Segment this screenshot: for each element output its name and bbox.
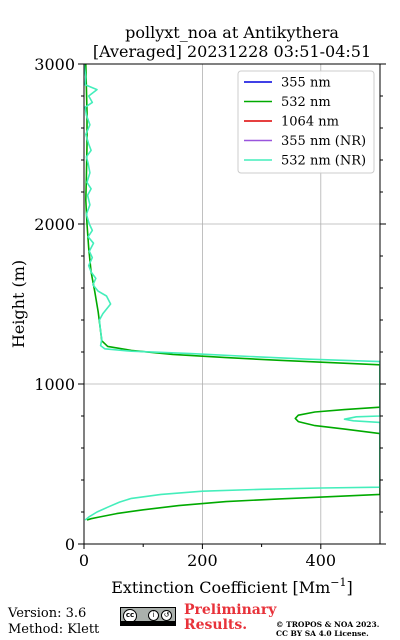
y-tick-label: 1000 xyxy=(34,375,75,394)
version-text: Version: 3.6 xyxy=(8,606,87,621)
legend-label: 355 nm xyxy=(281,76,331,91)
x-axis: 0 200 400 xyxy=(79,544,336,570)
y-axis-label: Height (m) xyxy=(9,260,28,348)
copyright-line-1: © TROPOS & NOA 2023. xyxy=(276,620,380,629)
y-axis: 0 1000 2000 3000 xyxy=(34,55,386,554)
preliminary-results-note: Preliminary Results. xyxy=(184,603,276,633)
method-text: Method: Klett xyxy=(8,622,100,637)
legend-label: 532 nm (NR) xyxy=(281,154,366,169)
x-tick-label: 0 xyxy=(79,551,89,570)
series-lines xyxy=(84,64,380,521)
legend-label: 532 nm xyxy=(281,95,331,110)
y-tick-label: 0 xyxy=(65,535,75,554)
preliminary-line-2: Results. xyxy=(184,617,248,633)
chart-title-line-1: pollyxt_noa at Antikythera xyxy=(125,23,339,42)
x-tick-label: 400 xyxy=(306,551,337,570)
plot-frame xyxy=(83,63,381,545)
y-tick-label: 2000 xyxy=(34,215,75,234)
footer-info: Version: 3.6 Method: Klett xyxy=(8,606,99,638)
legend: 355 nm 532 nm 1064 nm 355 nm (NR) 532 nm (NR… xyxy=(237,70,375,174)
preliminary-line-1: Preliminary xyxy=(184,602,277,618)
x-axis-label: Extinction Coefficient [Mm−1] xyxy=(111,576,353,597)
legend-label: 1064 nm xyxy=(281,115,339,130)
series-line-1 xyxy=(85,64,380,521)
x-axis-label-exponent: −1 xyxy=(330,576,346,589)
badge-strip xyxy=(121,621,175,625)
y-tick-label: 3000 xyxy=(34,55,75,74)
legend-label: 355 nm (NR) xyxy=(281,134,366,149)
sa-icon: ↺ xyxy=(161,610,172,621)
x-tick-label: 200 xyxy=(187,551,218,570)
cc-license-badge: cc i ↺ xyxy=(120,607,176,626)
by-icon: i xyxy=(148,610,159,621)
chart-title-line-2: [Averaged] 20231228 03:51-04:51 xyxy=(93,42,371,61)
copyright-line-2: CC BY SA 4.0 License. xyxy=(276,629,369,638)
copyright-note: © TROPOS & NOA 2023. CC BY SA 4.0 Licens… xyxy=(276,620,379,638)
legend-box xyxy=(237,70,375,174)
chart: pollyxt_noa at Antikythera [Averaged] 20… xyxy=(9,23,386,597)
series-line-4 xyxy=(84,64,380,521)
